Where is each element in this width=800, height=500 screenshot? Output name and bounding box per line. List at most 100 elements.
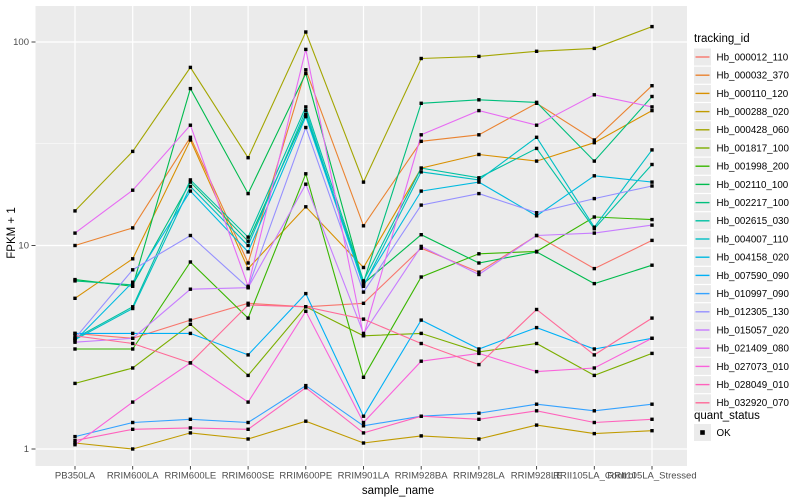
legend-item: Hb_021409_080 [694, 339, 790, 357]
data-point-marker [361, 279, 366, 283]
data-point-marker [188, 322, 193, 326]
data-point-marker [534, 146, 539, 151]
data-point-marker [304, 68, 308, 72]
data-point-marker [361, 331, 366, 336]
data-point-marker [304, 114, 308, 119]
data-point-marker [361, 424, 366, 428]
data-point-marker [419, 170, 423, 174]
data-point-marker [131, 341, 135, 346]
data-point-marker [419, 318, 423, 322]
data-point-marker [246, 420, 250, 425]
data-point-marker [361, 283, 366, 287]
data-point-marker [73, 438, 77, 443]
data-point-marker [188, 431, 193, 435]
data-point-marker [477, 351, 481, 356]
data-point-marker [419, 275, 423, 279]
data-point-marker [246, 316, 250, 320]
legend-item: Hb_015057_020 [694, 321, 790, 339]
data-point-marker [131, 283, 135, 287]
data-point-marker [419, 246, 423, 250]
data-point-marker [534, 135, 539, 139]
data-point-marker [131, 268, 135, 272]
data-point-marker [73, 209, 77, 213]
data-point-marker [246, 191, 250, 196]
x-tick-label: RRIM928BA [395, 471, 448, 482]
data-point-marker [188, 135, 193, 139]
data-point-marker [246, 239, 250, 243]
y-axis-tick-labels: 1 10 100 [13, 37, 29, 455]
legend-label: Hb_002217_100 [717, 198, 790, 209]
y-tick-label: 10 [18, 241, 29, 252]
data-point-marker [477, 362, 481, 367]
data-point-marker [650, 180, 654, 184]
legend-item: Hb_002110_100 [694, 175, 789, 193]
legend: tracking_id Hb_000012_110Hb_000032_370Hb… [694, 33, 790, 441]
data-point-marker [188, 287, 193, 291]
data-point-marker [650, 238, 654, 243]
legend-item: Hb_000110_120 [694, 84, 789, 102]
data-point-marker [477, 133, 481, 137]
data-point-marker [477, 270, 481, 274]
data-point-marker [304, 305, 308, 309]
data-point-marker [246, 266, 250, 271]
data-point-marker [534, 123, 539, 127]
data-point-marker [304, 419, 308, 423]
data-point-marker [73, 347, 77, 351]
data-point-marker [304, 108, 308, 113]
data-point-marker [419, 331, 423, 336]
data-point-marker [304, 112, 308, 117]
data-point-marker [131, 336, 135, 340]
axis-tick-marks [31, 41, 653, 470]
data-point-marker [246, 284, 250, 288]
data-point-marker [304, 71, 308, 76]
data-point-marker [419, 414, 423, 418]
x-axis-title: sample_name [362, 485, 434, 497]
data-point-marker [131, 366, 135, 370]
data-point-marker [73, 443, 77, 447]
data-point-marker [73, 336, 77, 340]
data-point-marker [188, 233, 193, 238]
data-point-marker [534, 369, 539, 374]
data-point-marker [419, 166, 423, 170]
legend-label: Hb_004158_020 [717, 253, 790, 264]
data-point-marker [304, 105, 308, 109]
data-point-marker [73, 381, 77, 386]
x-tick-label: RRIM600SE [222, 471, 275, 482]
legend-title-quant-status: quant_status [694, 410, 760, 422]
legend-item: Hb_028049_010 [694, 376, 790, 394]
legend-item: Hb_010997_090 [694, 285, 790, 303]
data-point-marker [304, 30, 308, 34]
data-point-marker [534, 307, 539, 312]
data-point-marker [477, 180, 481, 184]
legend-item: Hb_000288_020 [694, 103, 790, 121]
data-point-marker [477, 191, 481, 196]
data-point-marker [188, 361, 193, 365]
y-tick-label: 100 [13, 37, 29, 48]
data-point-marker [592, 225, 596, 229]
legend-label: Hb_002615_030 [717, 216, 790, 227]
data-point-marker [361, 301, 366, 305]
data-point-marker [246, 427, 250, 431]
legend-quant-label: OK [717, 428, 732, 439]
data-point-marker [246, 250, 250, 254]
data-point-marker [477, 437, 481, 441]
legend-item: Hb_007590_090 [694, 266, 790, 284]
legend-label: Hb_000032_370 [717, 71, 790, 82]
legend-item: Hb_004007_110 [694, 230, 789, 248]
data-point-marker [361, 414, 366, 418]
legend-label: Hb_012305_130 [717, 307, 790, 318]
data-point-marker [188, 86, 193, 91]
x-tick-label: RRIM928LA [453, 471, 505, 482]
legend-item: Hb_000032_370 [694, 66, 790, 84]
data-point-marker [131, 447, 135, 451]
data-point-marker [131, 347, 135, 351]
data-point-marker [188, 138, 193, 142]
data-point-marker [246, 243, 250, 248]
data-point-marker [534, 250, 539, 254]
legend-label: Hb_000288_020 [717, 107, 790, 118]
data-point-marker [477, 98, 481, 102]
legend-label: Hb_028049_010 [717, 380, 790, 391]
data-point-marker [592, 215, 596, 219]
data-point-marker [188, 180, 193, 184]
data-point-marker [419, 233, 423, 237]
